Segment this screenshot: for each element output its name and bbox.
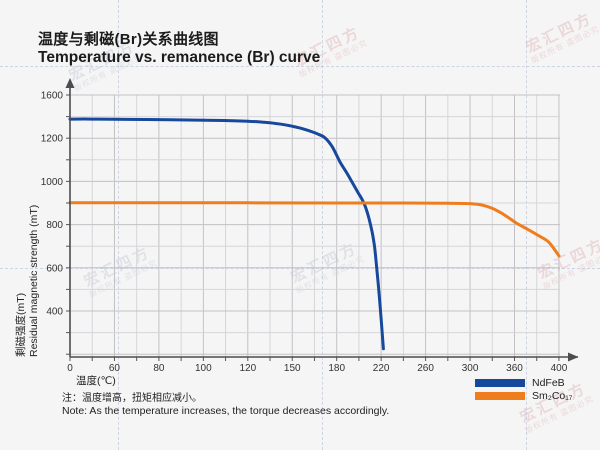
legend-label-sm2co17: Sm₂Co₁₇ [532, 389, 573, 402]
y-axis-title: 剩磁强度(mT) Residual magnetic strength (mT) [15, 81, 41, 357]
legend-item-sm2co17: Sm₂Co₁₇ [475, 389, 573, 402]
svg-text:150: 150 [284, 363, 301, 374]
axes [65, 78, 579, 362]
svg-text:300: 300 [462, 363, 479, 374]
svg-text:1000: 1000 [41, 177, 64, 188]
svg-text:100: 100 [195, 363, 212, 374]
x-axis-title: 温度(℃) [76, 375, 116, 387]
svg-text:1600: 1600 [41, 91, 64, 102]
chart-title-en: Temperature vs. remanence (Br) curve [38, 49, 321, 66]
legend-item-ndfeb: NdFeB [475, 376, 572, 389]
svg-text:120: 120 [239, 363, 256, 374]
svg-text:80: 80 [153, 363, 165, 374]
legend: NdFeB Sm₂Co₁₇ [475, 376, 573, 402]
svg-text:180: 180 [328, 363, 345, 374]
y-axis-title-zh: 剩磁强度(mT) [15, 292, 27, 357]
tick-labels: 0 60 80 100 120 150 180 220 260 300 360 400 1600 1200… [41, 91, 568, 375]
x-axis-arrow-icon [568, 352, 579, 362]
svg-text:1200: 1200 [41, 134, 64, 145]
svg-text:600: 600 [46, 263, 63, 274]
data-curves [68, 117, 561, 351]
svg-text:400: 400 [551, 363, 568, 374]
svg-text:220: 220 [373, 363, 390, 374]
svg-text:800: 800 [46, 220, 63, 231]
curve-NdFeB [68, 117, 385, 351]
chart-title-zh: 温度与剩磁(Br)关系曲线图 [38, 31, 219, 48]
legend-label-ndfeb: NdFeB [532, 376, 565, 389]
curve-Sm₂Co₁₇ [68, 201, 561, 258]
footnote-zh: 注：温度增高，扭矩相应减小。 [62, 393, 202, 404]
y-axis-arrow-icon [65, 78, 75, 88]
legend-swatch-ndfeb [475, 378, 525, 387]
axis-ticks [66, 94, 560, 361]
footnote-en: Note: As the temperature increases, the … [62, 405, 390, 417]
footnote: 注：温度增高，扭矩相应减小。 Note: As the temperature … [62, 392, 389, 418]
y-axis-title-en: Residual magnetic strength (mT) [28, 204, 40, 357]
svg-text:60: 60 [109, 363, 121, 374]
svg-text:400: 400 [46, 307, 63, 318]
svg-text:360: 360 [506, 363, 523, 374]
svg-text:0: 0 [67, 363, 73, 374]
svg-text:260: 260 [417, 363, 434, 374]
legend-swatch-sm2co17 [475, 391, 525, 400]
